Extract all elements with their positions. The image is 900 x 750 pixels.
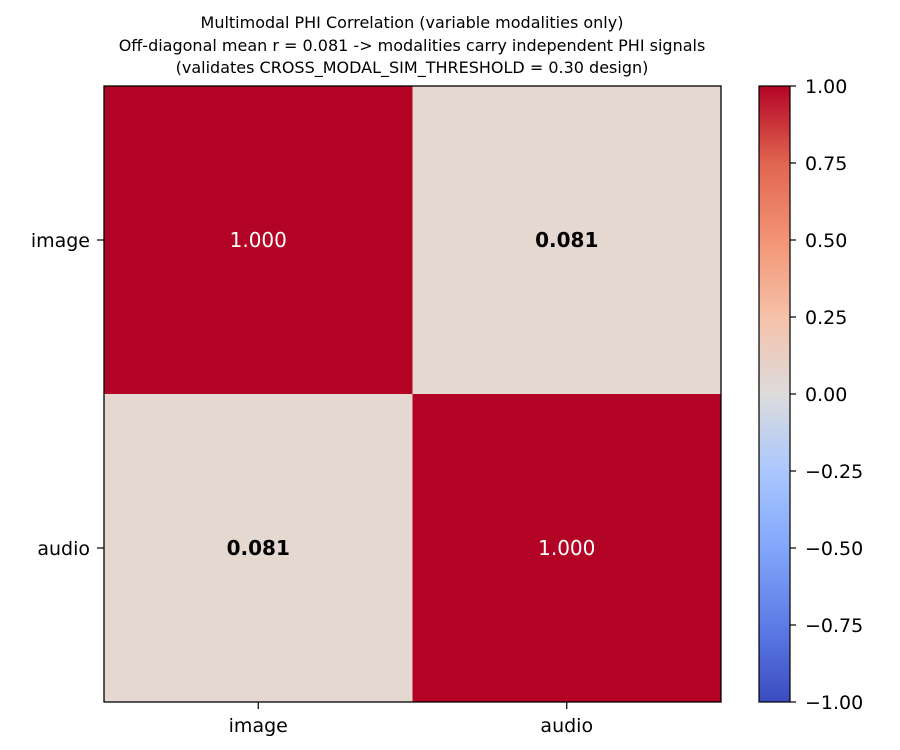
x-tick-label: image bbox=[229, 715, 288, 737]
colorbar-tick-label: 0.50 bbox=[805, 230, 847, 252]
x-tick-label: audio bbox=[540, 715, 593, 737]
colorbar: 1.00 0.75 0.50 0.25 0.00 −0.25 −0.50 −0.75 −1.00 bbox=[758, 76, 863, 714]
heatmap-cell-labels: 1.000 0.081 0.081 1.000 bbox=[227, 228, 599, 560]
cell-value-label: 0.081 bbox=[227, 536, 290, 560]
heatmap-cell-audio-image bbox=[104, 394, 413, 703]
cell-value-label: 0.081 bbox=[535, 228, 598, 252]
colorbar-tick-label: 0.25 bbox=[805, 307, 847, 329]
colorbar-gradient bbox=[758, 85, 791, 703]
heatmap-cell-audio-audio bbox=[412, 394, 722, 703]
colorbar-ticks: 1.00 0.75 0.50 0.25 0.00 −0.25 −0.50 −0.75 −1.00 bbox=[790, 76, 863, 714]
y-tick-label: image bbox=[31, 230, 90, 252]
colorbar-tick-label: −1.00 bbox=[805, 692, 863, 714]
chart-title-line-2: Off-diagonal mean r = 0.081 -> modalitie… bbox=[119, 36, 706, 55]
plot-frame bbox=[103, 85, 722, 703]
x-axis: image audio bbox=[229, 702, 593, 737]
chart-title-line-1: Multimodal PHI Correlation (variable mod… bbox=[201, 13, 624, 32]
cell-value-label: 1.000 bbox=[230, 228, 287, 252]
heatmap-cell-image-audio bbox=[412, 86, 722, 395]
y-tick-label: audio bbox=[37, 538, 90, 560]
y-axis: image audio bbox=[31, 230, 104, 560]
cell-value-label: 1.000 bbox=[538, 536, 595, 560]
chart-title: Multimodal PHI Correlation (variable mod… bbox=[119, 13, 706, 78]
colorbar-tick-label: −0.50 bbox=[805, 538, 863, 560]
colorbar-tick-label: 1.00 bbox=[805, 76, 847, 98]
colorbar-tick-label: −0.25 bbox=[805, 461, 863, 483]
heatmap-cells bbox=[104, 86, 722, 703]
chart-title-line-3: (validates CROSS_MODAL_SIM_THRESHOLD = 0… bbox=[176, 58, 649, 78]
colorbar-tick-label: −0.75 bbox=[805, 615, 863, 637]
colorbar-tick-label: 0.75 bbox=[805, 153, 847, 175]
heatmap-cell-image-image bbox=[104, 86, 413, 395]
colorbar-tick-label: 0.00 bbox=[805, 384, 847, 406]
